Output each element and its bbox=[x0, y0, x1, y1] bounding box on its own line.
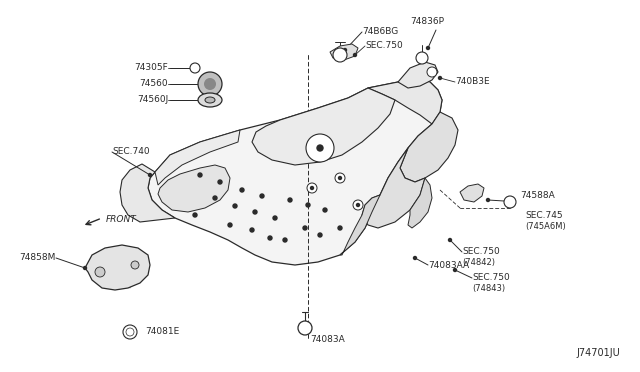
Text: (745A6M): (745A6M) bbox=[525, 221, 566, 231]
Polygon shape bbox=[85, 245, 150, 290]
Polygon shape bbox=[368, 78, 442, 124]
Text: (74843): (74843) bbox=[472, 285, 505, 294]
Circle shape bbox=[268, 236, 272, 240]
Circle shape bbox=[298, 321, 312, 335]
Circle shape bbox=[218, 180, 222, 184]
Text: 740B3E: 740B3E bbox=[455, 77, 490, 87]
Circle shape bbox=[419, 55, 426, 61]
Circle shape bbox=[131, 261, 139, 269]
Circle shape bbox=[438, 77, 442, 80]
Circle shape bbox=[233, 204, 237, 208]
Circle shape bbox=[317, 145, 323, 151]
Circle shape bbox=[353, 200, 363, 210]
Circle shape bbox=[198, 173, 202, 177]
Text: 74081E: 74081E bbox=[145, 327, 179, 337]
Circle shape bbox=[338, 226, 342, 230]
Text: 74560J: 74560J bbox=[137, 96, 168, 105]
Text: 74B6BG: 74B6BG bbox=[362, 28, 398, 36]
Polygon shape bbox=[460, 184, 484, 202]
Circle shape bbox=[506, 199, 513, 205]
Text: J74701JU: J74701JU bbox=[576, 348, 620, 358]
Ellipse shape bbox=[198, 93, 222, 107]
Circle shape bbox=[127, 328, 134, 336]
Circle shape bbox=[83, 266, 86, 269]
Polygon shape bbox=[398, 62, 438, 88]
Text: SEC.745: SEC.745 bbox=[525, 211, 563, 219]
Text: FRONT: FRONT bbox=[106, 215, 137, 224]
Circle shape bbox=[148, 173, 152, 176]
Circle shape bbox=[413, 257, 417, 260]
Circle shape bbox=[353, 54, 356, 57]
Circle shape bbox=[240, 188, 244, 192]
Circle shape bbox=[303, 226, 307, 230]
Circle shape bbox=[95, 267, 105, 277]
Text: 74305F: 74305F bbox=[134, 64, 168, 73]
Circle shape bbox=[301, 324, 309, 332]
Circle shape bbox=[333, 48, 347, 62]
Circle shape bbox=[306, 203, 310, 207]
Circle shape bbox=[193, 213, 197, 217]
Circle shape bbox=[213, 196, 217, 200]
Text: 74588A: 74588A bbox=[520, 190, 555, 199]
Circle shape bbox=[310, 186, 314, 189]
Circle shape bbox=[192, 65, 198, 71]
Polygon shape bbox=[408, 178, 432, 228]
Circle shape bbox=[454, 269, 456, 272]
Circle shape bbox=[427, 67, 437, 77]
Polygon shape bbox=[252, 88, 395, 165]
Text: 74083AA: 74083AA bbox=[428, 260, 469, 269]
Circle shape bbox=[228, 223, 232, 227]
Polygon shape bbox=[120, 164, 175, 222]
Polygon shape bbox=[330, 44, 358, 60]
Circle shape bbox=[260, 194, 264, 198]
Text: SEC.750: SEC.750 bbox=[462, 247, 500, 257]
Circle shape bbox=[323, 208, 327, 212]
Circle shape bbox=[318, 233, 322, 237]
Circle shape bbox=[198, 72, 222, 96]
Polygon shape bbox=[158, 165, 230, 212]
Circle shape bbox=[204, 78, 216, 90]
Circle shape bbox=[250, 228, 254, 232]
Circle shape bbox=[126, 328, 134, 336]
Text: 74858M: 74858M bbox=[20, 253, 56, 263]
Polygon shape bbox=[148, 78, 442, 265]
Circle shape bbox=[190, 63, 200, 73]
Circle shape bbox=[426, 46, 429, 49]
Circle shape bbox=[283, 238, 287, 242]
Circle shape bbox=[288, 198, 292, 202]
Text: 74836P: 74836P bbox=[410, 17, 444, 26]
Circle shape bbox=[449, 238, 451, 241]
Circle shape bbox=[253, 210, 257, 214]
Text: 74083A: 74083A bbox=[310, 336, 345, 344]
Polygon shape bbox=[340, 195, 380, 255]
Circle shape bbox=[416, 52, 428, 64]
Circle shape bbox=[344, 48, 346, 51]
Text: SEC.740: SEC.740 bbox=[112, 148, 150, 157]
Circle shape bbox=[356, 203, 360, 206]
Polygon shape bbox=[362, 148, 425, 228]
Circle shape bbox=[335, 173, 345, 183]
Circle shape bbox=[273, 216, 277, 220]
Polygon shape bbox=[400, 112, 458, 182]
Circle shape bbox=[307, 183, 317, 193]
Circle shape bbox=[306, 134, 334, 162]
Text: SEC.750: SEC.750 bbox=[365, 42, 403, 51]
Ellipse shape bbox=[205, 97, 215, 103]
Circle shape bbox=[123, 325, 137, 339]
Text: 74560: 74560 bbox=[140, 78, 168, 87]
Circle shape bbox=[429, 69, 435, 75]
Circle shape bbox=[339, 176, 342, 180]
Text: (74842): (74842) bbox=[462, 259, 495, 267]
Polygon shape bbox=[155, 130, 240, 185]
Circle shape bbox=[504, 196, 516, 208]
Circle shape bbox=[486, 199, 490, 202]
Text: SEC.750: SEC.750 bbox=[472, 273, 509, 282]
Circle shape bbox=[336, 51, 344, 59]
